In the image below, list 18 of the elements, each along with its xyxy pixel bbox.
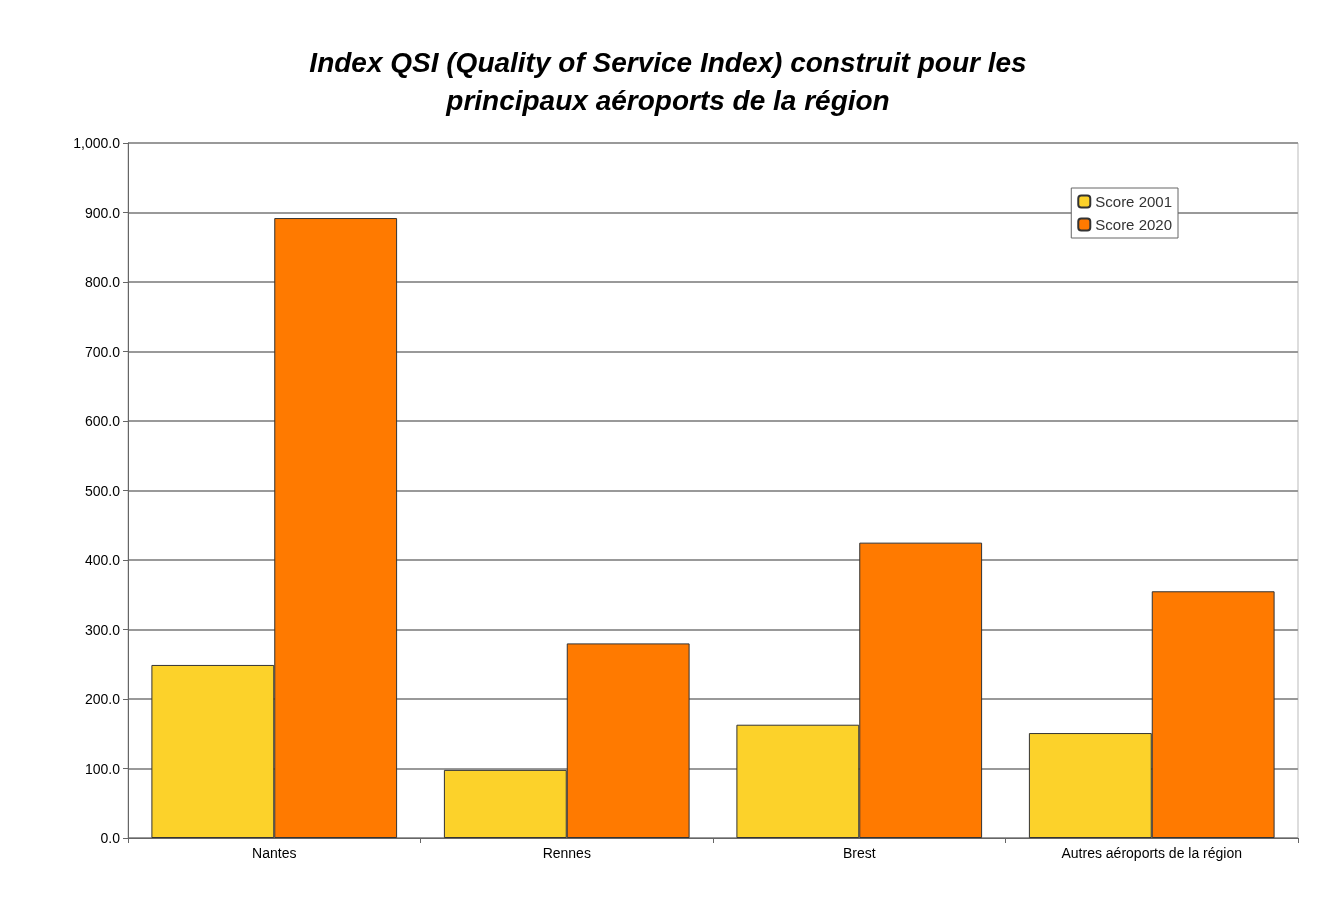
x-tick-label: Brest xyxy=(842,845,876,861)
x-tick-label: Nantes xyxy=(252,845,297,861)
chart-title: Index QSI (Quality of Service Index) construit pour les principaux aéroports de la région xyxy=(309,46,1027,116)
legend-label: Score 2001 xyxy=(1095,193,1173,210)
y-tick-label: 500.0 xyxy=(84,482,121,499)
legend-label: Score 2020 xyxy=(1095,216,1173,233)
y-tick-label: 200.0 xyxy=(84,691,121,707)
x-tick-label: Autres aéroports de la région xyxy=(1061,845,1243,861)
y-tick-label: 100.0 xyxy=(84,760,121,777)
y-tick-label: 400.0 xyxy=(84,552,121,568)
y-tick-label: 900.0 xyxy=(84,204,121,221)
y-tick-label: 700.0 xyxy=(84,343,121,360)
y-tick-label: 800.0 xyxy=(84,274,121,290)
y-tick-label: 0.0 xyxy=(100,830,121,846)
y-tick-label: 1,000.0 xyxy=(73,135,121,151)
y-tick-label: 300.0 xyxy=(84,621,121,638)
y-tick-label: 600.0 xyxy=(84,413,121,429)
x-tick-label: Rennes xyxy=(542,845,591,861)
